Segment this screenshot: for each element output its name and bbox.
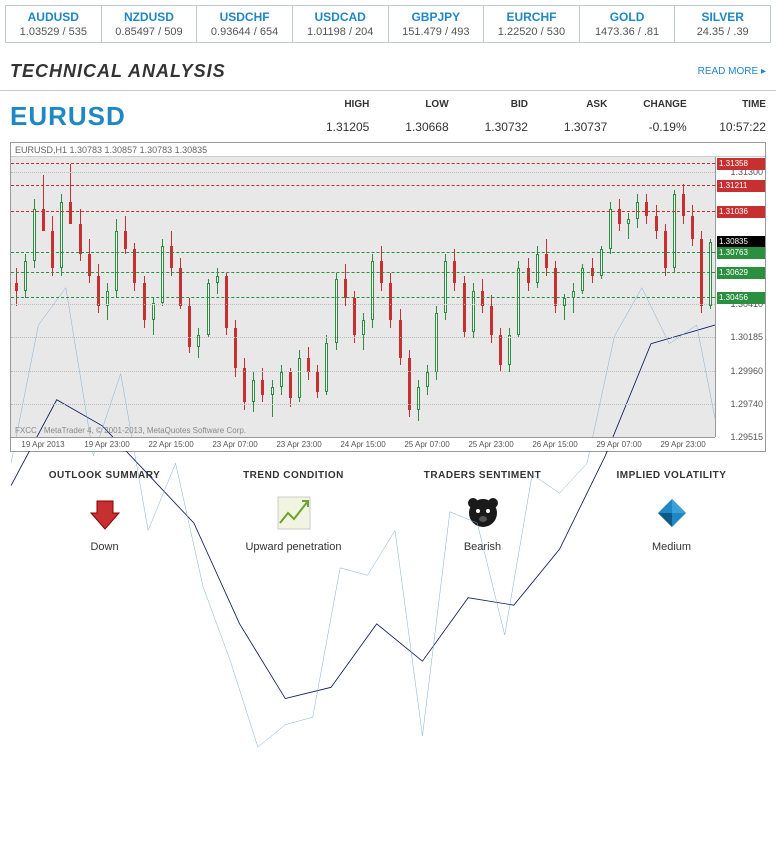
quote-price: 1.03529 / 535 bbox=[12, 26, 95, 38]
stat: BID 1.30732 bbox=[449, 99, 528, 134]
stat-value: 1.30737 bbox=[528, 120, 607, 134]
indicator-value: Down bbox=[10, 541, 199, 553]
quote-symbol: EURCHF bbox=[490, 10, 573, 24]
pair-header: EURUSD HIGH 1.31205LOW 1.30668BID 1.30732AS… bbox=[0, 91, 776, 142]
diamond-icon bbox=[652, 493, 692, 533]
stat-label: BID bbox=[449, 99, 528, 110]
stat-value: 1.31205 bbox=[290, 120, 369, 134]
stat: LOW 1.30668 bbox=[369, 99, 448, 134]
quote-cell[interactable]: USDCHF 0.93644 / 654 bbox=[197, 6, 293, 42]
chart-header: EURUSD,H1 1.30783 1.30857 1.30783 1.3083… bbox=[11, 143, 765, 157]
stat: CHANGE -0.19% bbox=[607, 99, 686, 134]
indicator-title: TRADERS SENTIMENT bbox=[388, 470, 577, 481]
stat: TIME 10:57:22 bbox=[687, 99, 766, 134]
indicator-value: Bearish bbox=[388, 541, 577, 553]
quote-price: 1.22520 / 530 bbox=[490, 26, 573, 38]
quote-symbol: USDCAD bbox=[299, 10, 382, 24]
quote-price: 151.479 / 493 bbox=[395, 26, 478, 38]
pair-stats: HIGH 1.31205LOW 1.30668BID 1.30732ASK 1.3073… bbox=[290, 99, 766, 134]
section-title: TECHNICAL ANALYSIS bbox=[10, 61, 226, 82]
stat: ASK 1.30737 bbox=[528, 99, 607, 134]
stat-value: 10:57:22 bbox=[687, 120, 766, 134]
quote-price: 1473.36 / .81 bbox=[586, 26, 669, 38]
quote-cell[interactable]: USDCAD 1.01198 / 204 bbox=[293, 6, 389, 42]
indicator[interactable]: OUTLOOK SUMMARY Down bbox=[10, 470, 199, 553]
quote-cell[interactable]: NZDUSD 0.85497 / 509 bbox=[102, 6, 198, 42]
uptrend-icon bbox=[274, 493, 314, 533]
indicator[interactable]: TRADERS SENTIMENT Bearish bbox=[388, 470, 577, 553]
indicator-value: Medium bbox=[577, 541, 766, 553]
indicator[interactable]: IMPLIED VOLATILITY Medium bbox=[577, 470, 766, 553]
stat-value: -0.19% bbox=[607, 120, 686, 134]
indicator-title: OUTLOOK SUMMARY bbox=[10, 470, 199, 481]
indicators-row: OUTLOOK SUMMARY Down TREND CONDITION Upward… bbox=[10, 470, 766, 553]
quote-price: 0.85497 / 509 bbox=[108, 26, 191, 38]
indicator-title: TREND CONDITION bbox=[199, 470, 388, 481]
quote-symbol: NZDUSD bbox=[108, 10, 191, 24]
y-axis: 1.313001.304101.301851.299601.297401.295… bbox=[715, 157, 765, 437]
quote-cell[interactable]: EURCHF 1.22520 / 530 bbox=[484, 6, 580, 42]
quote-symbol: AUDUSD bbox=[12, 10, 95, 24]
indicator-title: IMPLIED VOLATILITY bbox=[577, 470, 766, 481]
quote-cell[interactable]: SILVER 24.35 / .39 bbox=[675, 6, 770, 42]
pair-name: EURUSD bbox=[10, 101, 290, 132]
bear-icon bbox=[463, 493, 503, 533]
x-axis: 19 Apr 201319 Apr 23:0022 Apr 15:0023 Ap… bbox=[11, 437, 715, 451]
chart-body: FXCC - MetaTrader 4, © 2001-2013, MetaQu… bbox=[11, 157, 715, 437]
stat-label: HIGH bbox=[290, 99, 369, 110]
quote-cell[interactable]: GBPJPY 151.479 / 493 bbox=[389, 6, 485, 42]
quote-price: 0.93644 / 654 bbox=[203, 26, 286, 38]
indicator-value: Upward penetration bbox=[199, 541, 388, 553]
chart-copyright: FXCC - MetaTrader 4, © 2001-2013, MetaQu… bbox=[15, 426, 246, 435]
quote-cell[interactable]: GOLD 1473.36 / .81 bbox=[580, 6, 676, 42]
stat: HIGH 1.31205 bbox=[290, 99, 369, 134]
stat-label: CHANGE bbox=[607, 99, 686, 110]
quote-symbol: GBPJPY bbox=[395, 10, 478, 24]
stat-label: ASK bbox=[528, 99, 607, 110]
down-arrow-icon bbox=[85, 493, 125, 533]
read-more-link[interactable]: READ MORE bbox=[698, 66, 766, 77]
stat-value: 1.30732 bbox=[449, 120, 528, 134]
quote-symbol: SILVER bbox=[681, 10, 764, 24]
indicator[interactable]: TREND CONDITION Upward penetration bbox=[199, 470, 388, 553]
stat-label: TIME bbox=[687, 99, 766, 110]
price-chart[interactable]: EURUSD,H1 1.30783 1.30857 1.30783 1.3083… bbox=[10, 142, 766, 452]
stat-value: 1.30668 bbox=[369, 120, 448, 134]
quote-price: 1.01198 / 204 bbox=[299, 26, 382, 38]
quotes-table: AUDUSD 1.03529 / 535 NZDUSD 0.85497 / 509 US… bbox=[5, 5, 771, 43]
quote-price: 24.35 / .39 bbox=[681, 26, 764, 38]
stat-label: LOW bbox=[369, 99, 448, 110]
quote-symbol: GOLD bbox=[586, 10, 669, 24]
quote-cell[interactable]: AUDUSD 1.03529 / 535 bbox=[6, 6, 102, 42]
section-header: TECHNICAL ANALYSIS READ MORE bbox=[0, 53, 776, 91]
quote-symbol: USDCHF bbox=[203, 10, 286, 24]
